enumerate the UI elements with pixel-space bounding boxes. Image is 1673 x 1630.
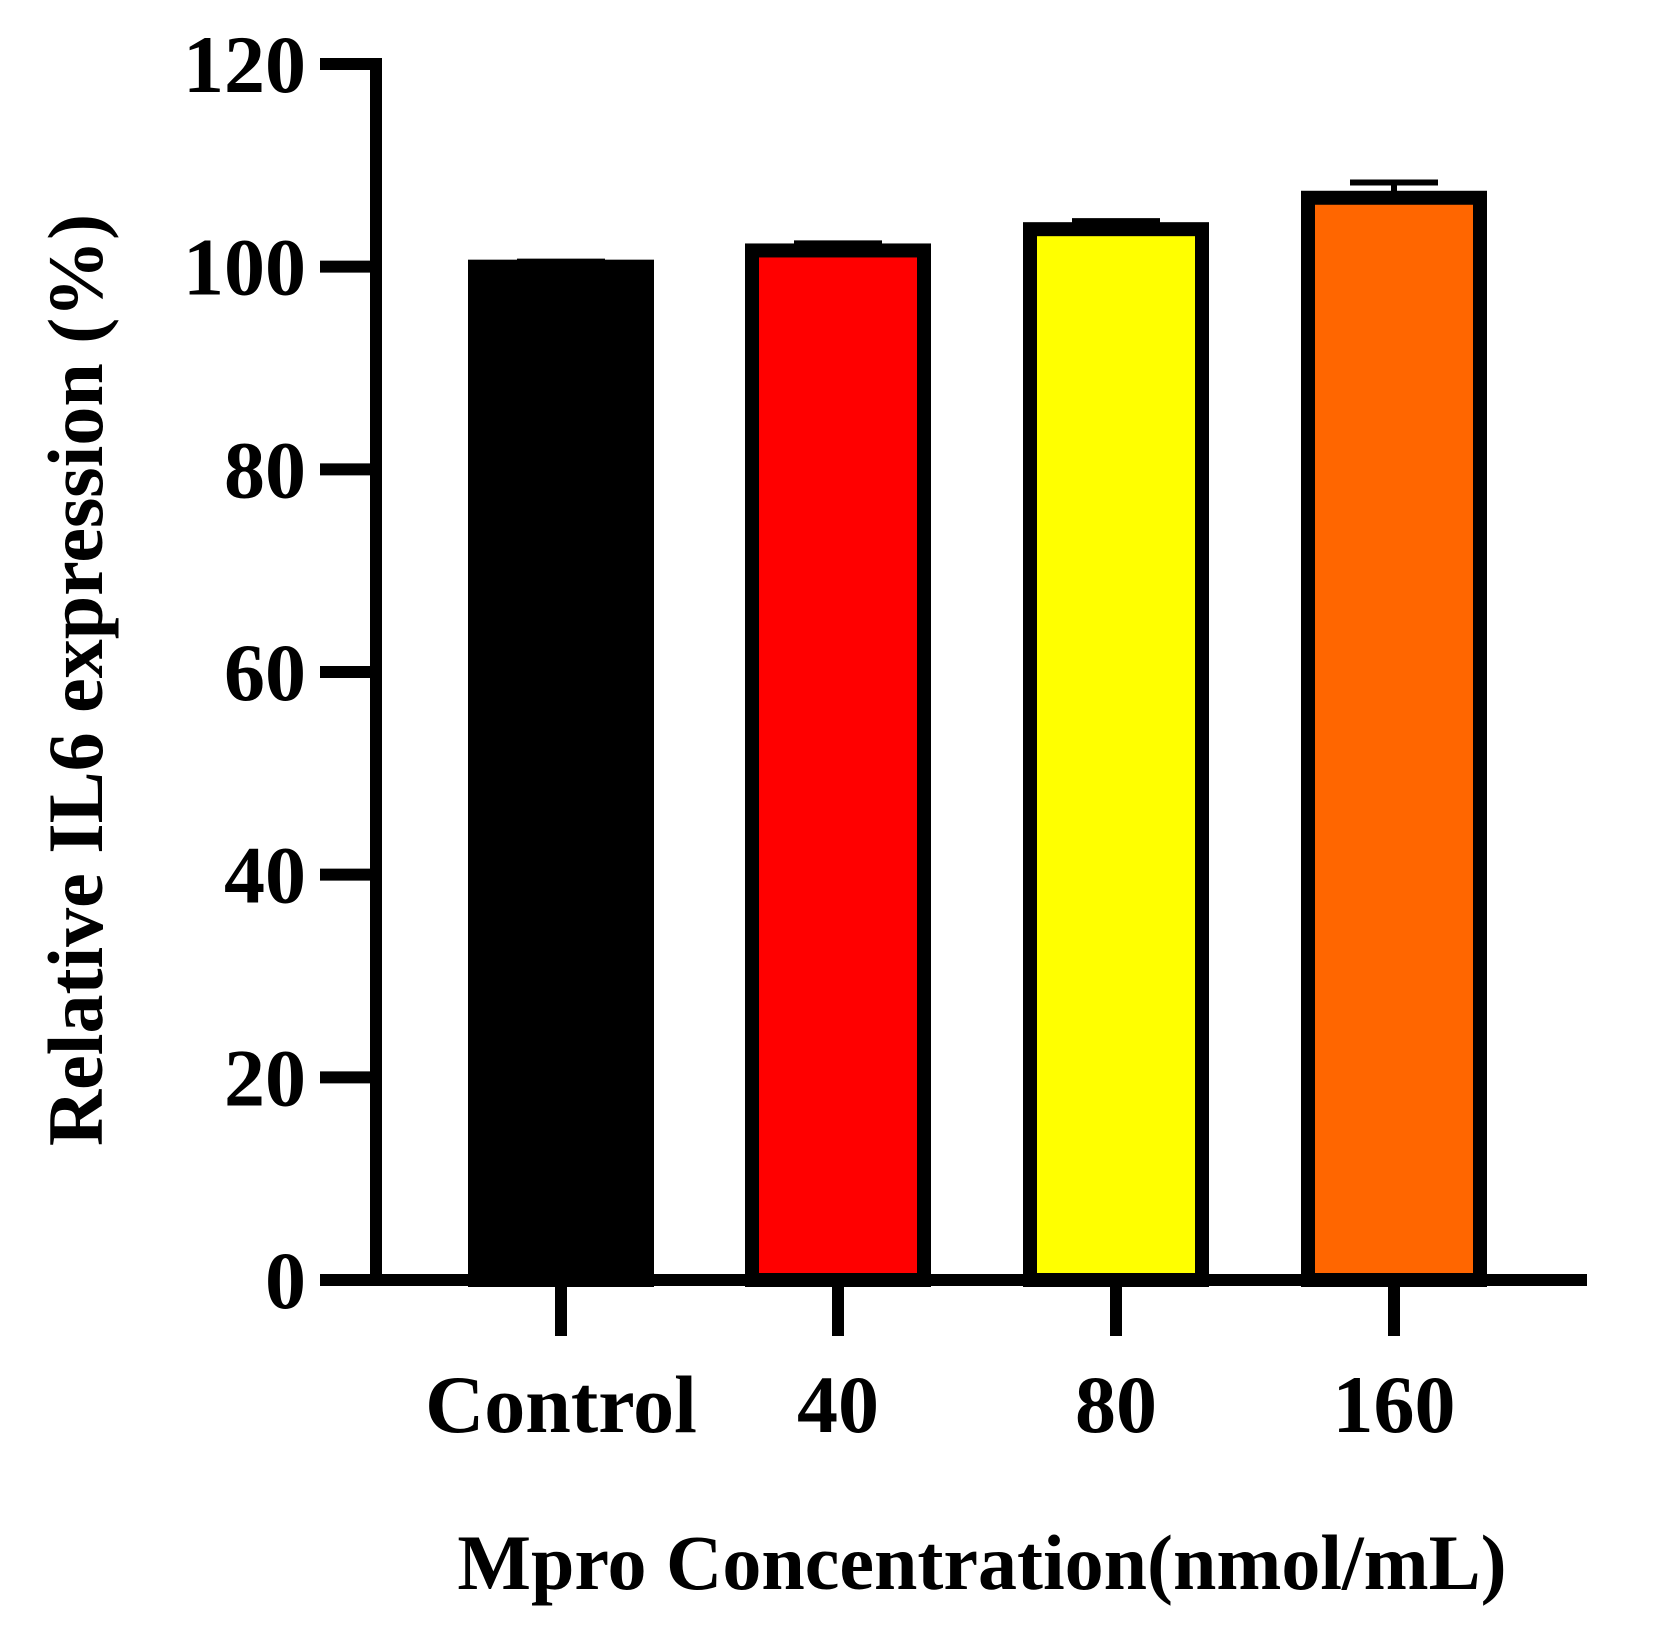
bar-chart: 0 20 40 60 80 100 120 Control 40 80 160 Relative I… [0,0,1673,1630]
bar-control [475,267,647,1280]
x-tick-label-40: 40 [797,1359,879,1450]
x-tick-label-80: 80 [1075,1359,1157,1450]
y-tick-label-80: 80 [224,424,306,515]
x-tick-label-160: 160 [1333,1359,1456,1450]
bars-layer [475,198,1480,1280]
bar-160 [1308,198,1480,1280]
y-tick-label-20: 20 [224,1032,306,1123]
y-tick-label-40: 40 [224,830,306,921]
y-tick-label-60: 60 [224,627,306,718]
y-tick-label-120: 120 [183,19,306,110]
y-tick-label-0: 0 [265,1235,306,1326]
bar-80 [1030,229,1202,1280]
x-axis-title: Mpro Concentration(nmol/mL) [457,1519,1506,1606]
error-bars-layer [517,183,1438,267]
bar-40 [752,250,924,1280]
y-tick-label-100: 100 [183,222,306,313]
chart-container: 0 20 40 60 80 100 120 Control 40 80 160 Relative I… [0,0,1673,1630]
y-axis-title: Relative IL6 expression (%) [32,214,119,1146]
x-tick-label-control: Control [425,1359,697,1450]
